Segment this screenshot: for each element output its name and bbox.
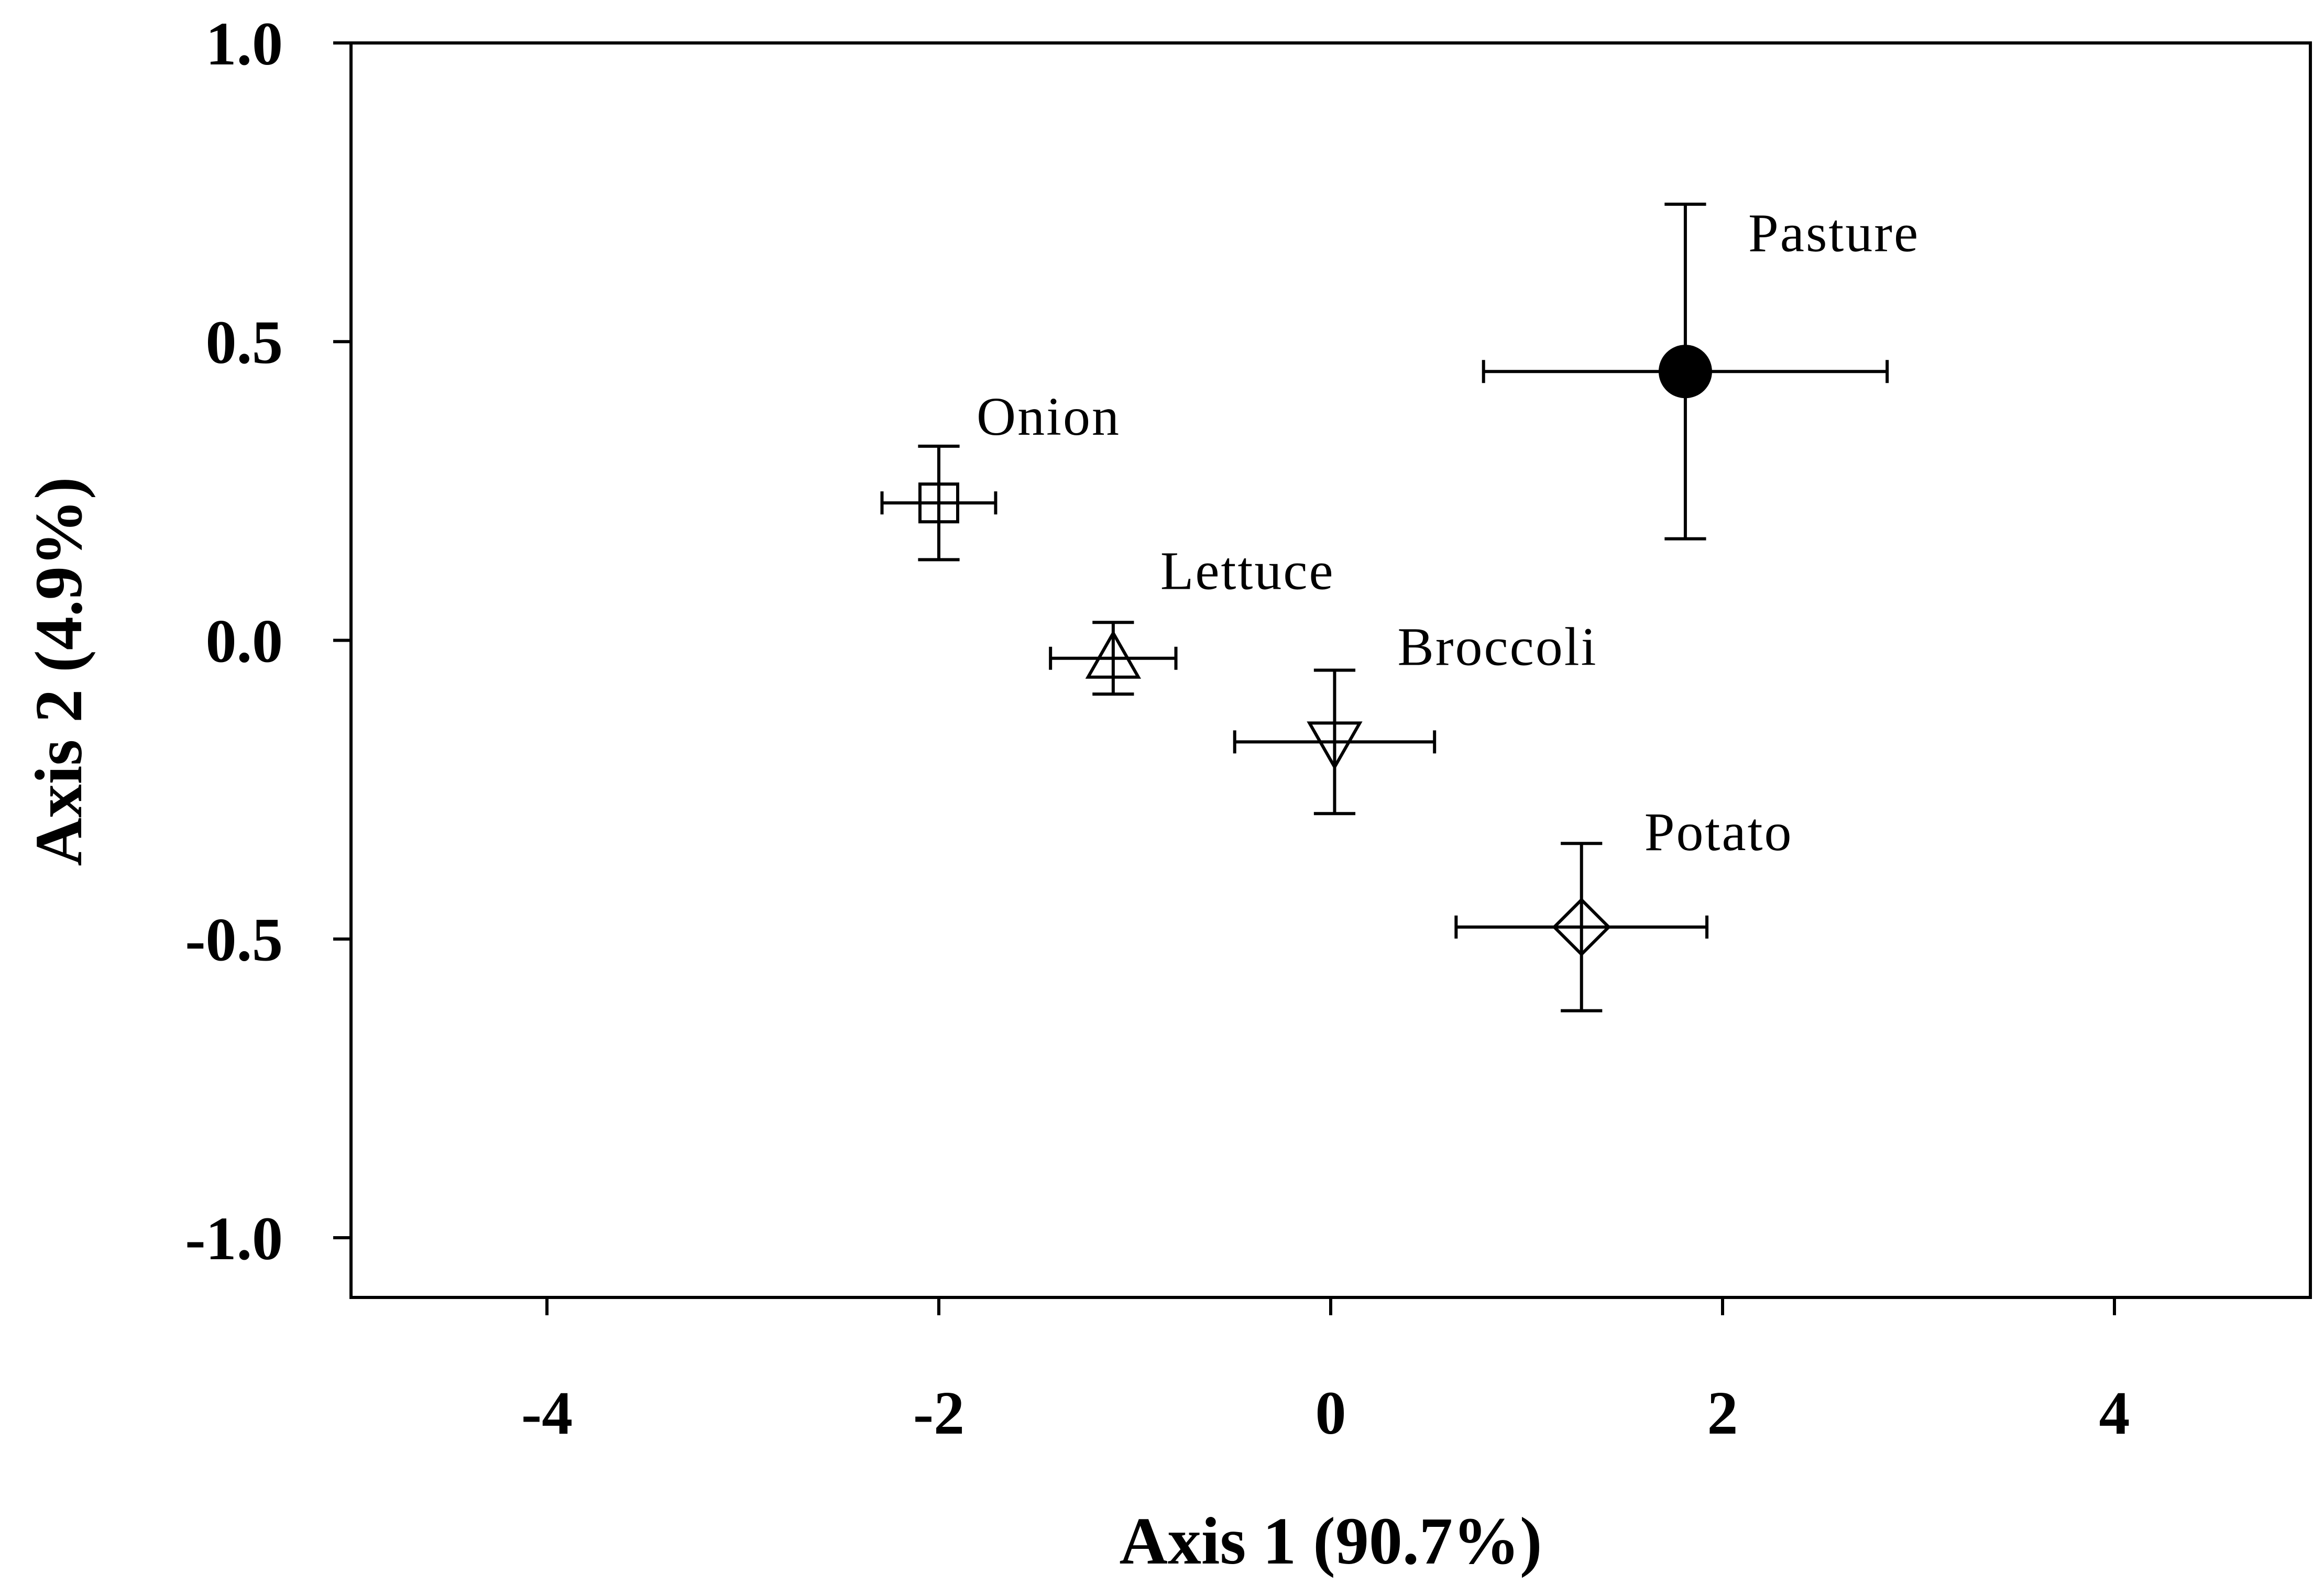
x-axis-title: Axis 1 (90.7%)	[1119, 1504, 1542, 1578]
point-onion: Onion	[880, 387, 1121, 562]
y-tick-label: -0.5	[185, 906, 283, 974]
point-lettuce: Lettuce	[1049, 541, 1335, 696]
y-tick-label: -1.0	[185, 1204, 283, 1273]
point-label: Pasture	[1748, 203, 1920, 263]
point-label: Lettuce	[1160, 541, 1335, 601]
x-tick-label: 4	[2099, 1379, 2130, 1447]
marker-triangle-down	[1307, 721, 1363, 771]
marker-square	[918, 482, 959, 524]
point-label: Broccoli	[1397, 617, 1597, 677]
x-tick-label: 0	[1316, 1379, 1346, 1447]
data-points: Onion Lettuce Broccoli Potato Pasture	[880, 202, 1920, 1012]
point-potato: Potato	[1454, 802, 1793, 1012]
x-tick-label: -4	[521, 1379, 573, 1447]
point-label: Onion	[977, 387, 1121, 447]
x-tick-label: 2	[1707, 1379, 1738, 1447]
marker-triangle-up	[1085, 630, 1142, 679]
x-tick-label: -2	[913, 1379, 964, 1447]
point-broccoli: Broccoli	[1233, 617, 1597, 816]
point-pasture: Pasture	[1482, 202, 1920, 541]
y-tick-label: 0.5	[206, 308, 283, 377]
y-tick-label: 0.0	[206, 607, 283, 675]
marker-diamond	[1552, 897, 1611, 957]
marker-circle	[1658, 345, 1712, 399]
x-axis: -4 -2 0 2 4	[521, 1297, 2130, 1447]
point-label: Potato	[1645, 802, 1793, 862]
y-axis: 1.0 0.5 0.0 -0.5 -1.0	[185, 9, 351, 1273]
y-axis-title: Axis 2 (4.9%)	[21, 477, 96, 866]
y-tick-label: 1.0	[206, 9, 283, 78]
